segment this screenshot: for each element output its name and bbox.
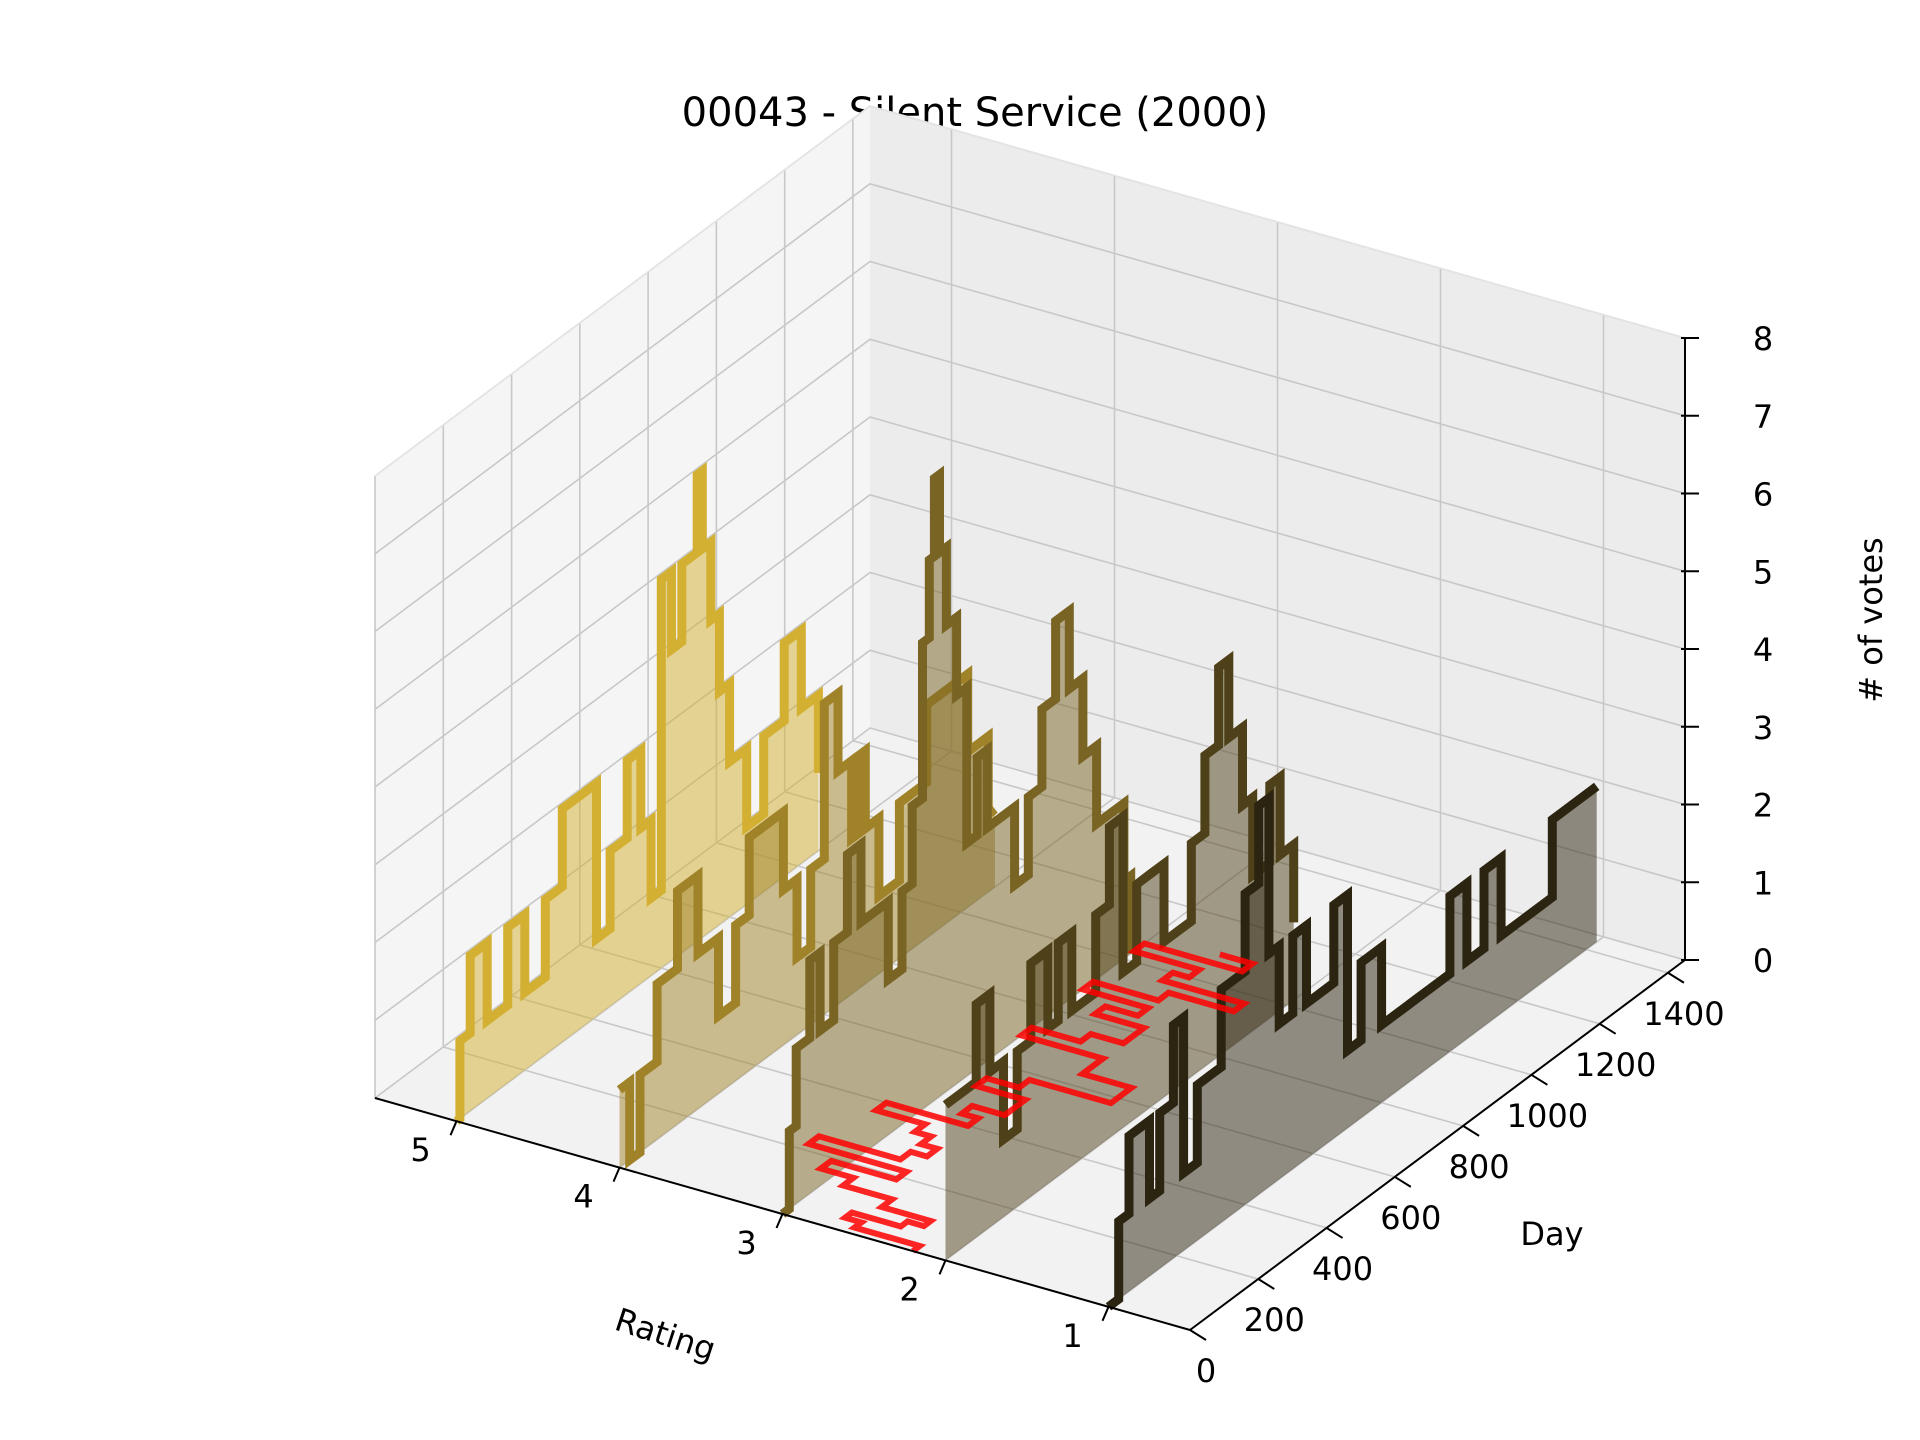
x-tick-label: 5 — [410, 1131, 430, 1169]
grid-line-z — [374, 493, 1686, 866]
y-tick-mark — [1530, 1073, 1548, 1086]
x-axis-label: Rating — [610, 1301, 720, 1369]
chart-title: 00043 - Silent Service (2000) — [682, 90, 1269, 136]
z-tick-label: 7 — [1753, 398, 1773, 436]
series-fill — [619, 674, 995, 1168]
y-axis-label: Day — [1520, 1215, 1583, 1253]
x-tick-label: 1 — [1062, 1317, 1082, 1355]
x-tick-mark — [449, 1120, 458, 1136]
grid-line-z — [374, 260, 1686, 633]
series-layer — [453, 462, 1600, 1311]
z-tick-label: 3 — [1753, 709, 1773, 747]
x-tick-label: 4 — [573, 1178, 593, 1216]
y-tick-mark — [1257, 1278, 1275, 1290]
y-tick-mark — [1394, 1176, 1412, 1188]
y-tick-label: 400 — [1312, 1250, 1373, 1288]
y-tick-label: 200 — [1244, 1301, 1305, 1339]
series-rating-2 — [942, 650, 1299, 1261]
series-line — [1105, 782, 1600, 1311]
z-tick-label: 6 — [1753, 476, 1773, 514]
grid-line-z — [374, 182, 1686, 555]
series-rating-4 — [616, 665, 998, 1169]
z-tick-label: 0 — [1753, 942, 1773, 980]
grid-line-z — [374, 338, 1686, 710]
x-tick-mark — [938, 1260, 947, 1275]
series-line — [779, 465, 1136, 1218]
grid-line-z — [374, 649, 1686, 1021]
pane-edge — [374, 105, 1686, 477]
series-fill — [782, 474, 1131, 1215]
grid-line-z — [374, 571, 1686, 944]
y-tick-label: 1200 — [1575, 1046, 1656, 1084]
y-tick-label: 800 — [1449, 1148, 1510, 1186]
z-tick-label: 8 — [1753, 320, 1773, 358]
x-tick-mark — [1101, 1306, 1110, 1322]
z-tick-label: 4 — [1753, 631, 1773, 669]
x-tick-label: 2 — [899, 1270, 919, 1308]
series-rating-1 — [1105, 782, 1600, 1311]
x-tick-mark — [775, 1213, 784, 1229]
y-tick-label: 1400 — [1643, 995, 1724, 1033]
z-tick-label: 2 — [1753, 787, 1773, 825]
series-line — [616, 665, 998, 1169]
z-tick-label: 1 — [1753, 864, 1773, 902]
x-tick-mark — [612, 1167, 621, 1182]
y-tick-label: 0 — [1196, 1352, 1216, 1390]
y-tick-label: 600 — [1380, 1199, 1441, 1237]
z-axis-label: # of votes — [1852, 537, 1890, 702]
y-tick-mark — [1599, 1022, 1617, 1035]
y-tick-mark — [1189, 1329, 1207, 1341]
series-rating-3 — [779, 465, 1136, 1218]
y-tick-mark — [1462, 1125, 1480, 1137]
series-line — [453, 462, 823, 1125]
series-line — [942, 650, 1299, 1149]
series-rating-5 — [453, 462, 823, 1125]
x-tick-label: 3 — [736, 1224, 756, 1262]
z-tick-label: 5 — [1753, 553, 1773, 591]
y-axis-line — [1189, 959, 1686, 1331]
y-tick-label: 1000 — [1507, 1097, 1588, 1135]
grid-line-z — [374, 416, 1686, 788]
y-tick-mark — [1667, 971, 1685, 984]
y-tick-mark — [1326, 1227, 1344, 1239]
grid-line-z — [374, 727, 1686, 1099]
mean-rating-trace — [802, 940, 1260, 1254]
